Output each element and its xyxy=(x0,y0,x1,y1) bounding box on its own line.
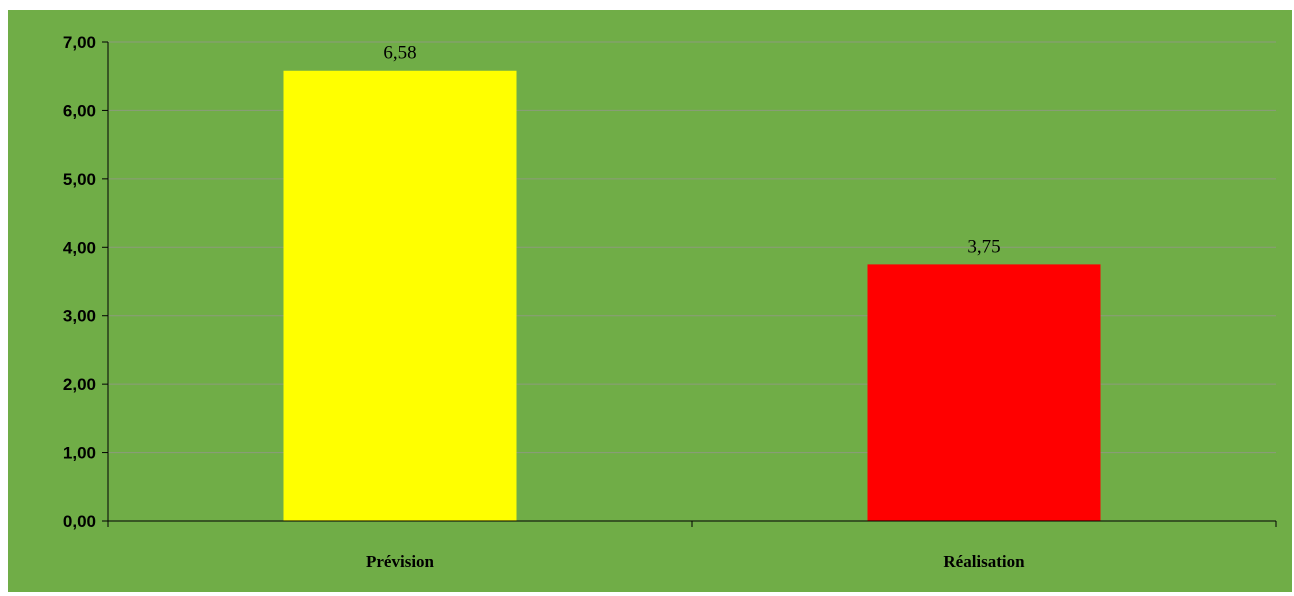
y-tick-label: 4,00 xyxy=(63,238,96,257)
category-label: Prévision xyxy=(366,552,435,571)
y-tick-label: 1,00 xyxy=(63,444,96,463)
y-tick-label: 6,00 xyxy=(63,101,96,120)
data-label: 6,58 xyxy=(383,43,416,64)
y-tick-label: 7,00 xyxy=(63,33,96,52)
category-label: Réalisation xyxy=(943,552,1025,571)
data-label: 3,75 xyxy=(967,236,1000,257)
bar-realisation xyxy=(867,264,1101,521)
y-tick-label: 5,00 xyxy=(63,170,96,189)
y-tick-label: 0,00 xyxy=(63,512,96,531)
gridlines xyxy=(108,41,1276,454)
bar-prevision xyxy=(283,70,517,522)
axes xyxy=(102,41,1277,527)
y-tick-label: 2,00 xyxy=(63,375,96,394)
bars xyxy=(283,70,1101,522)
labels: 0,00 1,00 2,00 3,00 4,00 5,00 6,00 7,00 6,58 Prév… xyxy=(63,33,1025,571)
y-tick-label: 3,00 xyxy=(63,307,96,326)
